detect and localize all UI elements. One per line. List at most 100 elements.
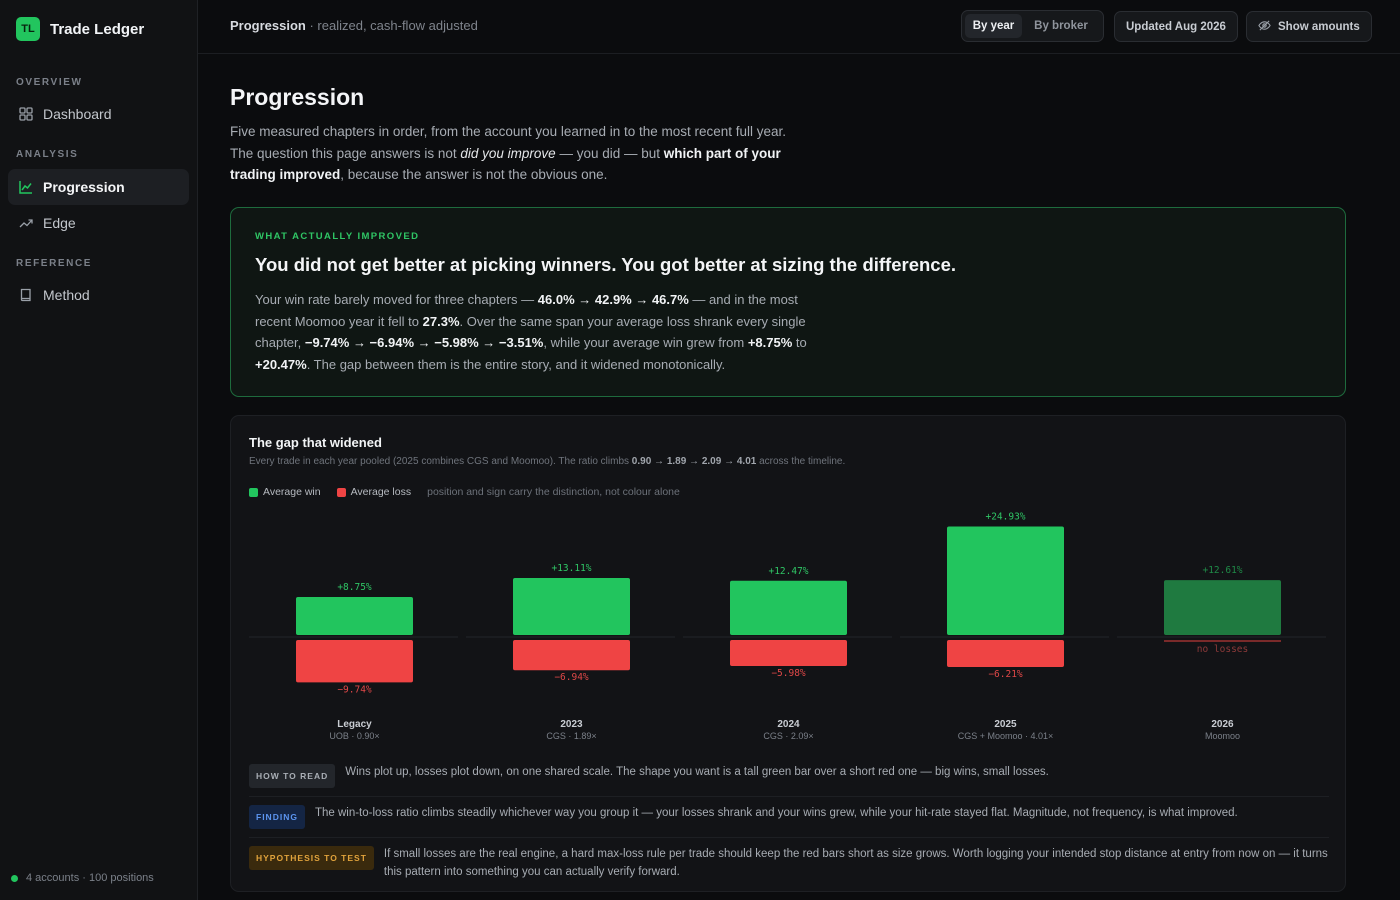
- category-label: 2024: [777, 719, 800, 730]
- note-text: The win-to-loss ratio climbs steadily wh…: [314, 807, 1238, 819]
- chart-subtitle-text: across the timeline.: [756, 456, 846, 467]
- updated-badge[interactable]: Updated Aug 2026: [1114, 11, 1238, 42]
- callout-strong: 27.3%: [422, 313, 460, 329]
- sidebar-item-label: Dashboard: [43, 106, 112, 122]
- topbar: Progression · realized, cash-flow adjust…: [198, 0, 1400, 54]
- chart-title: The gap that widened: [249, 435, 382, 450]
- show-amounts-button[interactable]: Show amounts: [1246, 11, 1372, 42]
- note-tag: HOW TO READ: [249, 764, 336, 788]
- brand[interactable]: TL Trade Ledger: [16, 17, 144, 41]
- line-chart-icon: [18, 180, 33, 195]
- category-sublabel: CGS + Moomoo · 4.01×: [958, 731, 1054, 741]
- category-label: 2023: [560, 719, 583, 730]
- sidebar: TL Trade Ledger OVERVIEW Dashboard ANALY…: [0, 0, 198, 900]
- loss-bar: [730, 640, 847, 667]
- sidebar-footer: 4 accounts · 100 positions: [11, 872, 154, 884]
- loss-bar: [513, 640, 630, 671]
- category-sublabel: CGS · 2.09×: [763, 731, 813, 741]
- sidebar-item-method[interactable]: Method: [8, 277, 189, 313]
- brand-logo: TL: [16, 17, 40, 41]
- intro-text: , because the answer is not the obvious …: [340, 167, 608, 182]
- win-bar: [296, 596, 413, 635]
- callout-text: . The gap between them is the entire sto…: [306, 356, 726, 372]
- nav-section-reference: REFERENCE: [16, 258, 93, 269]
- callout-text: to: [792, 335, 807, 350]
- legend-note: position and sign carry the distinction,…: [427, 486, 680, 498]
- trend-up-icon: [18, 216, 33, 231]
- legend-win-label: Average win: [263, 486, 321, 498]
- note-row: HOW TO READ Wins plot up, losses plot dow…: [249, 756, 1329, 797]
- legend-swatch-loss: [336, 487, 346, 497]
- loss-value-label: −5.98%: [771, 668, 806, 679]
- breadcrumb-subtitle: · realized, cash-flow adjusted: [305, 18, 478, 33]
- callout-text: . Over the same span your average loss s…: [255, 313, 806, 351]
- note-tag: FINDING: [249, 805, 305, 829]
- intro-text: Five measured chapters in order, from th…: [230, 124, 787, 161]
- win-bar: [947, 526, 1064, 635]
- note-row: FINDING The win-to-loss ratio climbs stea…: [249, 797, 1329, 838]
- category-sublabel: CGS · 1.89×: [546, 731, 596, 741]
- win-value-label: +13.11%: [551, 563, 591, 574]
- note-text: If small losses are the real engine, a h…: [383, 848, 1328, 878]
- legend-win: Average win: [249, 486, 321, 498]
- updated-label: Updated Aug 2026: [1126, 20, 1226, 33]
- category-label: 2025: [994, 719, 1017, 730]
- nav-section-overview: OVERVIEW: [16, 77, 83, 88]
- nav-section-analysis: ANALYSIS: [16, 149, 79, 160]
- sidebar-item-edge[interactable]: Edge: [8, 205, 189, 241]
- callout-strong: +8.75%: [747, 335, 793, 350]
- page-intro: Five measured chapters in order, from th…: [230, 121, 790, 186]
- toggle-by-year[interactable]: By year: [965, 14, 1022, 38]
- toggle-by-broker[interactable]: By broker: [1034, 20, 1088, 32]
- legend-swatch-win: [249, 487, 258, 497]
- loss-bar: [1164, 640, 1281, 642]
- intro-strong: which part of your trading improved: [230, 145, 781, 183]
- sidebar-item-progression[interactable]: Progression: [8, 169, 189, 205]
- win-value-label: +8.75%: [337, 582, 372, 593]
- intro-text: — you did — but: [555, 145, 664, 161]
- callout-text: , while your average win grew from: [543, 335, 748, 350]
- win-bar: [730, 580, 847, 635]
- page-title: Progression: [230, 84, 365, 110]
- win-value-label: +12.47%: [768, 566, 808, 577]
- breadcrumb-title: Progression: [230, 18, 306, 33]
- breadcrumb: Progression · realized, cash-flow adjust…: [230, 18, 478, 33]
- grid-icon: [18, 107, 33, 122]
- intro-emphasis: did you improve: [460, 145, 556, 161]
- callout-body: Your win rate barely moved for three cha…: [255, 289, 815, 375]
- chart-legend: Average win Average loss position and si…: [249, 486, 680, 498]
- loss-bar: [296, 640, 413, 683]
- chart-subtitle-text: Every trade in each year pooled (2025 co…: [249, 456, 632, 467]
- win-value-label: +12.61%: [1202, 565, 1242, 576]
- loss-value-label: −6.94%: [554, 672, 589, 683]
- chart-notes: HOW TO READ Wins plot up, losses plot dow…: [249, 756, 1329, 889]
- callout-strong: 46.0% → 42.9% → 46.7%: [537, 292, 689, 307]
- callout-strong: +20.47%: [255, 356, 307, 372]
- status-dot-icon: [11, 874, 18, 882]
- callout-kicker: WHAT ACTUALLY IMPROVED: [255, 231, 420, 242]
- loss-value-label: −6.21%: [988, 669, 1023, 680]
- note-text: Wins plot up, losses plot down, on one s…: [345, 766, 1049, 778]
- insight-callout: WHAT ACTUALLY IMPROVED You did not get b…: [230, 207, 1346, 397]
- loss-bar: [947, 640, 1064, 668]
- note-tag: HYPOTHESIS TO TEST: [249, 846, 374, 870]
- category-sublabel: UOB · 0.90×: [329, 731, 379, 741]
- accounts-summary: 4 accounts · 100 positions: [26, 872, 154, 884]
- loss-value-label: no losses: [1197, 644, 1248, 655]
- eye-off-icon: [1258, 19, 1271, 35]
- sidebar-item-label: Method: [43, 287, 90, 303]
- sidebar-item-label: Progression: [43, 179, 125, 195]
- legend-loss: Average loss: [336, 486, 411, 498]
- win-bar: [1164, 580, 1281, 635]
- gap-chart-card: The gap that widened Every trade in each…: [230, 415, 1346, 892]
- callout-text: — and in the most recent Moomoo year it …: [255, 292, 798, 329]
- win-bar: [513, 577, 630, 635]
- sidebar-item-dashboard[interactable]: Dashboard: [8, 96, 189, 132]
- callout-strong: −9.74% → −6.94% → −5.98% → −3.51%: [304, 335, 544, 350]
- brand-name: Trade Ledger: [50, 20, 145, 38]
- book-icon: [18, 288, 33, 303]
- chart-subtitle-ratios: 0.90 → 1.89 → 2.09 → 4.01: [631, 456, 757, 467]
- note-row: HYPOTHESIS TO TEST If small losses are th…: [249, 838, 1329, 889]
- category-label: 2026: [1211, 719, 1234, 730]
